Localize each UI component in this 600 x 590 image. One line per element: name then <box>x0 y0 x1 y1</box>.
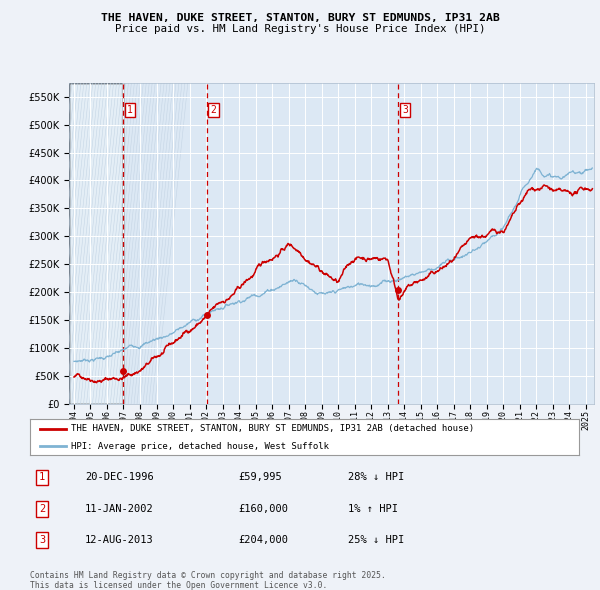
Text: 2: 2 <box>39 504 45 514</box>
Bar <box>123 83 594 404</box>
Bar <box>69 83 123 404</box>
Text: 1: 1 <box>127 105 133 115</box>
Bar <box>89 83 91 404</box>
Text: 11-JAN-2002: 11-JAN-2002 <box>85 504 154 514</box>
Text: THE HAVEN, DUKE STREET, STANTON, BURY ST EDMUNDS, IP31 2AB (detached house): THE HAVEN, DUKE STREET, STANTON, BURY ST… <box>71 424 475 433</box>
Text: HPI: Average price, detached house, West Suffolk: HPI: Average price, detached house, West… <box>71 442 329 451</box>
Bar <box>99 83 101 404</box>
Text: 3: 3 <box>402 105 408 115</box>
Text: 28% ↓ HPI: 28% ↓ HPI <box>349 473 404 483</box>
Text: 1: 1 <box>39 473 45 483</box>
Text: 1% ↑ HPI: 1% ↑ HPI <box>349 504 398 514</box>
Text: £204,000: £204,000 <box>239 535 289 545</box>
Text: £160,000: £160,000 <box>239 504 289 514</box>
Bar <box>79 83 82 404</box>
Text: 3: 3 <box>39 535 45 545</box>
Text: Price paid vs. HM Land Registry's House Price Index (HPI): Price paid vs. HM Land Registry's House … <box>115 24 485 34</box>
Text: Contains HM Land Registry data © Crown copyright and database right 2025.
This d: Contains HM Land Registry data © Crown c… <box>30 571 386 590</box>
Text: 20-DEC-1996: 20-DEC-1996 <box>85 473 154 483</box>
Text: 12-AUG-2013: 12-AUG-2013 <box>85 535 154 545</box>
Bar <box>104 83 106 404</box>
Bar <box>69 83 71 404</box>
Text: £59,995: £59,995 <box>239 473 283 483</box>
Bar <box>74 83 76 404</box>
Text: 25% ↓ HPI: 25% ↓ HPI <box>349 535 404 545</box>
Bar <box>119 83 121 404</box>
Bar <box>84 83 86 404</box>
Bar <box>113 83 116 404</box>
Text: 2: 2 <box>211 105 217 115</box>
Text: THE HAVEN, DUKE STREET, STANTON, BURY ST EDMUNDS, IP31 2AB: THE HAVEN, DUKE STREET, STANTON, BURY ST… <box>101 13 499 23</box>
Bar <box>69 83 123 404</box>
Bar <box>94 83 96 404</box>
Bar <box>109 83 111 404</box>
